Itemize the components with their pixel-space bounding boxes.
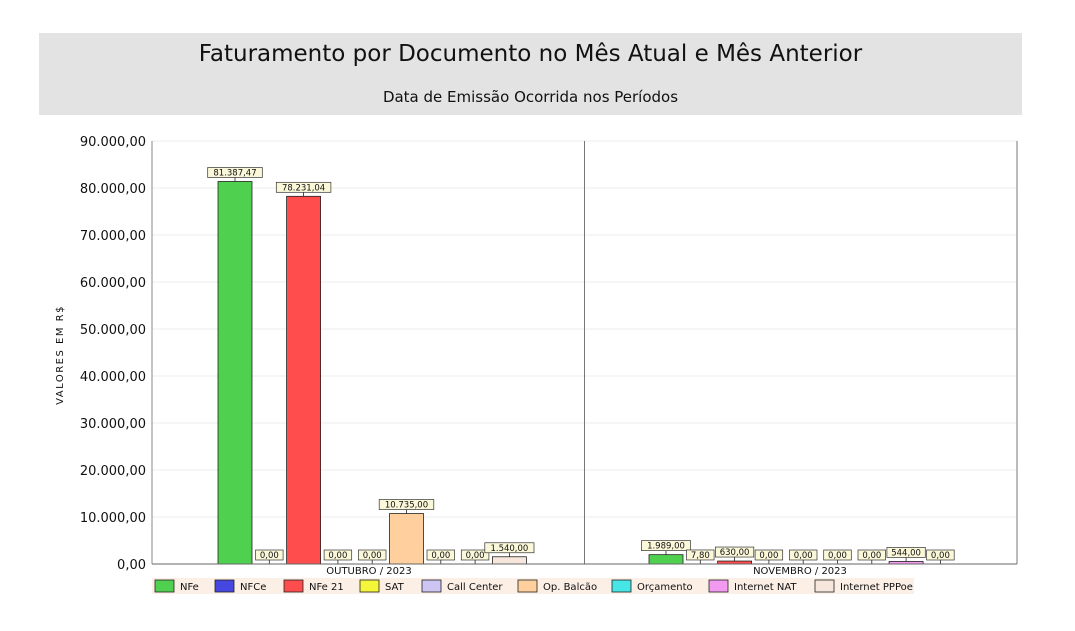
legend-swatch: [814, 579, 835, 593]
data-label-box: [886, 547, 926, 558]
data-label-box: [857, 549, 886, 561]
data-label: 1.989,00: [647, 542, 685, 552]
data-label-box: [641, 540, 691, 552]
data-label-box: [789, 549, 818, 561]
y-tick-label: 60.000,00: [80, 276, 146, 291]
data-label: 81.387,47: [213, 168, 256, 178]
legend-entry: NFe: [180, 582, 199, 593]
data-label: 10.735,00: [385, 501, 428, 511]
bar-nfe: [648, 554, 684, 565]
data-label: 544,00: [891, 548, 921, 558]
legend-entry: Internet PPPoe: [840, 582, 913, 593]
data-label-box: [378, 499, 435, 510]
bars: [217, 181, 924, 565]
legend-entry: Op. Balcão: [543, 582, 597, 593]
data-label: 78.231,04: [282, 183, 325, 193]
data-label-box: [255, 549, 284, 561]
y-tick-label: 90.000,00: [80, 135, 146, 150]
y-tick-label: 70.000,00: [80, 229, 146, 244]
y-tick-label: 50.000,00: [80, 323, 146, 338]
bar-internet-pppoe: [491, 556, 527, 565]
legend-swatch: [517, 579, 538, 593]
y-axis-label: VALORES EM R$: [55, 305, 66, 405]
bar-op-balc-o: [389, 513, 424, 565]
y-tick-label: 20.000,00: [80, 464, 146, 479]
data-label-box: [926, 549, 955, 561]
data-label-box: [715, 546, 755, 558]
legend: NFe NFCe NFe 21 SAT Call Center Op. Balcão Orç…: [152, 578, 914, 594]
data-label: 0,00: [466, 551, 485, 561]
y-tick-label: 80.000,00: [80, 182, 146, 197]
chart-title: Faturamento por Documento no Mês Atual e…: [198, 41, 863, 67]
legend-entry: NFe 21: [309, 582, 344, 593]
chart-subtitle: Data de Emissão Ocorrida nos Períodos: [382, 88, 679, 106]
data-label-box: [754, 549, 784, 561]
legend-swatch: [154, 579, 175, 593]
legend-swatch: [214, 579, 235, 593]
legend-swatch: [708, 579, 729, 593]
title-band: Faturamento por Documento no Mês Atual e…: [39, 33, 1022, 115]
bar-nfe-21: [286, 195, 322, 565]
x-axis: OUTUBRO / 2023 NOVEMBRO / 2023: [151, 141, 1018, 577]
y-tick-label: 10.000,00: [80, 511, 146, 526]
legend-swatch: [359, 579, 380, 593]
legend-entry: Orçamento: [637, 582, 693, 593]
data-labels: 81.387,47 0,00 78.231,04 0,00 0,00 10.735,00 0…: [207, 167, 955, 564]
x-category-label: OUTUBRO / 2023: [326, 566, 411, 577]
bar-nfe: [217, 181, 253, 565]
data-label: 0,00: [260, 551, 279, 561]
data-label-box: [426, 549, 455, 561]
data-label-box: [484, 542, 535, 554]
y-tick-label: 30.000,00: [80, 417, 146, 432]
data-label: 0,00: [328, 551, 347, 561]
legend-entry: Call Center: [447, 582, 503, 593]
data-label-box: [823, 549, 852, 561]
legend-swatch: [283, 579, 304, 593]
data-label: 0,00: [931, 551, 950, 561]
data-label: 0,00: [828, 551, 847, 561]
data-label-box: [275, 181, 332, 193]
legend-entry: NFCe: [240, 582, 266, 593]
legend-swatch: [611, 579, 632, 593]
x-category-label: NOVEMBRO / 2023: [753, 566, 847, 577]
data-label-box: [323, 549, 353, 561]
legend-entry: Internet NAT: [734, 582, 797, 593]
legend-entry: SAT: [385, 582, 405, 593]
data-label-box: [460, 549, 490, 561]
data-label: 0,00: [363, 551, 382, 561]
data-label: 7,80: [691, 551, 710, 561]
data-label: 630,00: [720, 548, 750, 558]
data-label: 0,00: [794, 551, 813, 561]
legend-swatch: [421, 579, 442, 593]
y-axis: 0,00 10.000,00 20.000,00 30.000,00 40.000,00…: [80, 135, 146, 573]
data-label-box: [358, 549, 387, 561]
data-label-box: [686, 549, 715, 561]
data-label: 0,00: [759, 551, 778, 561]
y-tick-label: 0,00: [117, 558, 146, 573]
data-label-box: [207, 167, 263, 178]
data-label: 0,00: [431, 551, 450, 561]
data-label: 1.540,00: [490, 544, 528, 554]
y-tick-label: 40.000,00: [80, 370, 146, 385]
data-label: 0,00: [862, 551, 881, 561]
